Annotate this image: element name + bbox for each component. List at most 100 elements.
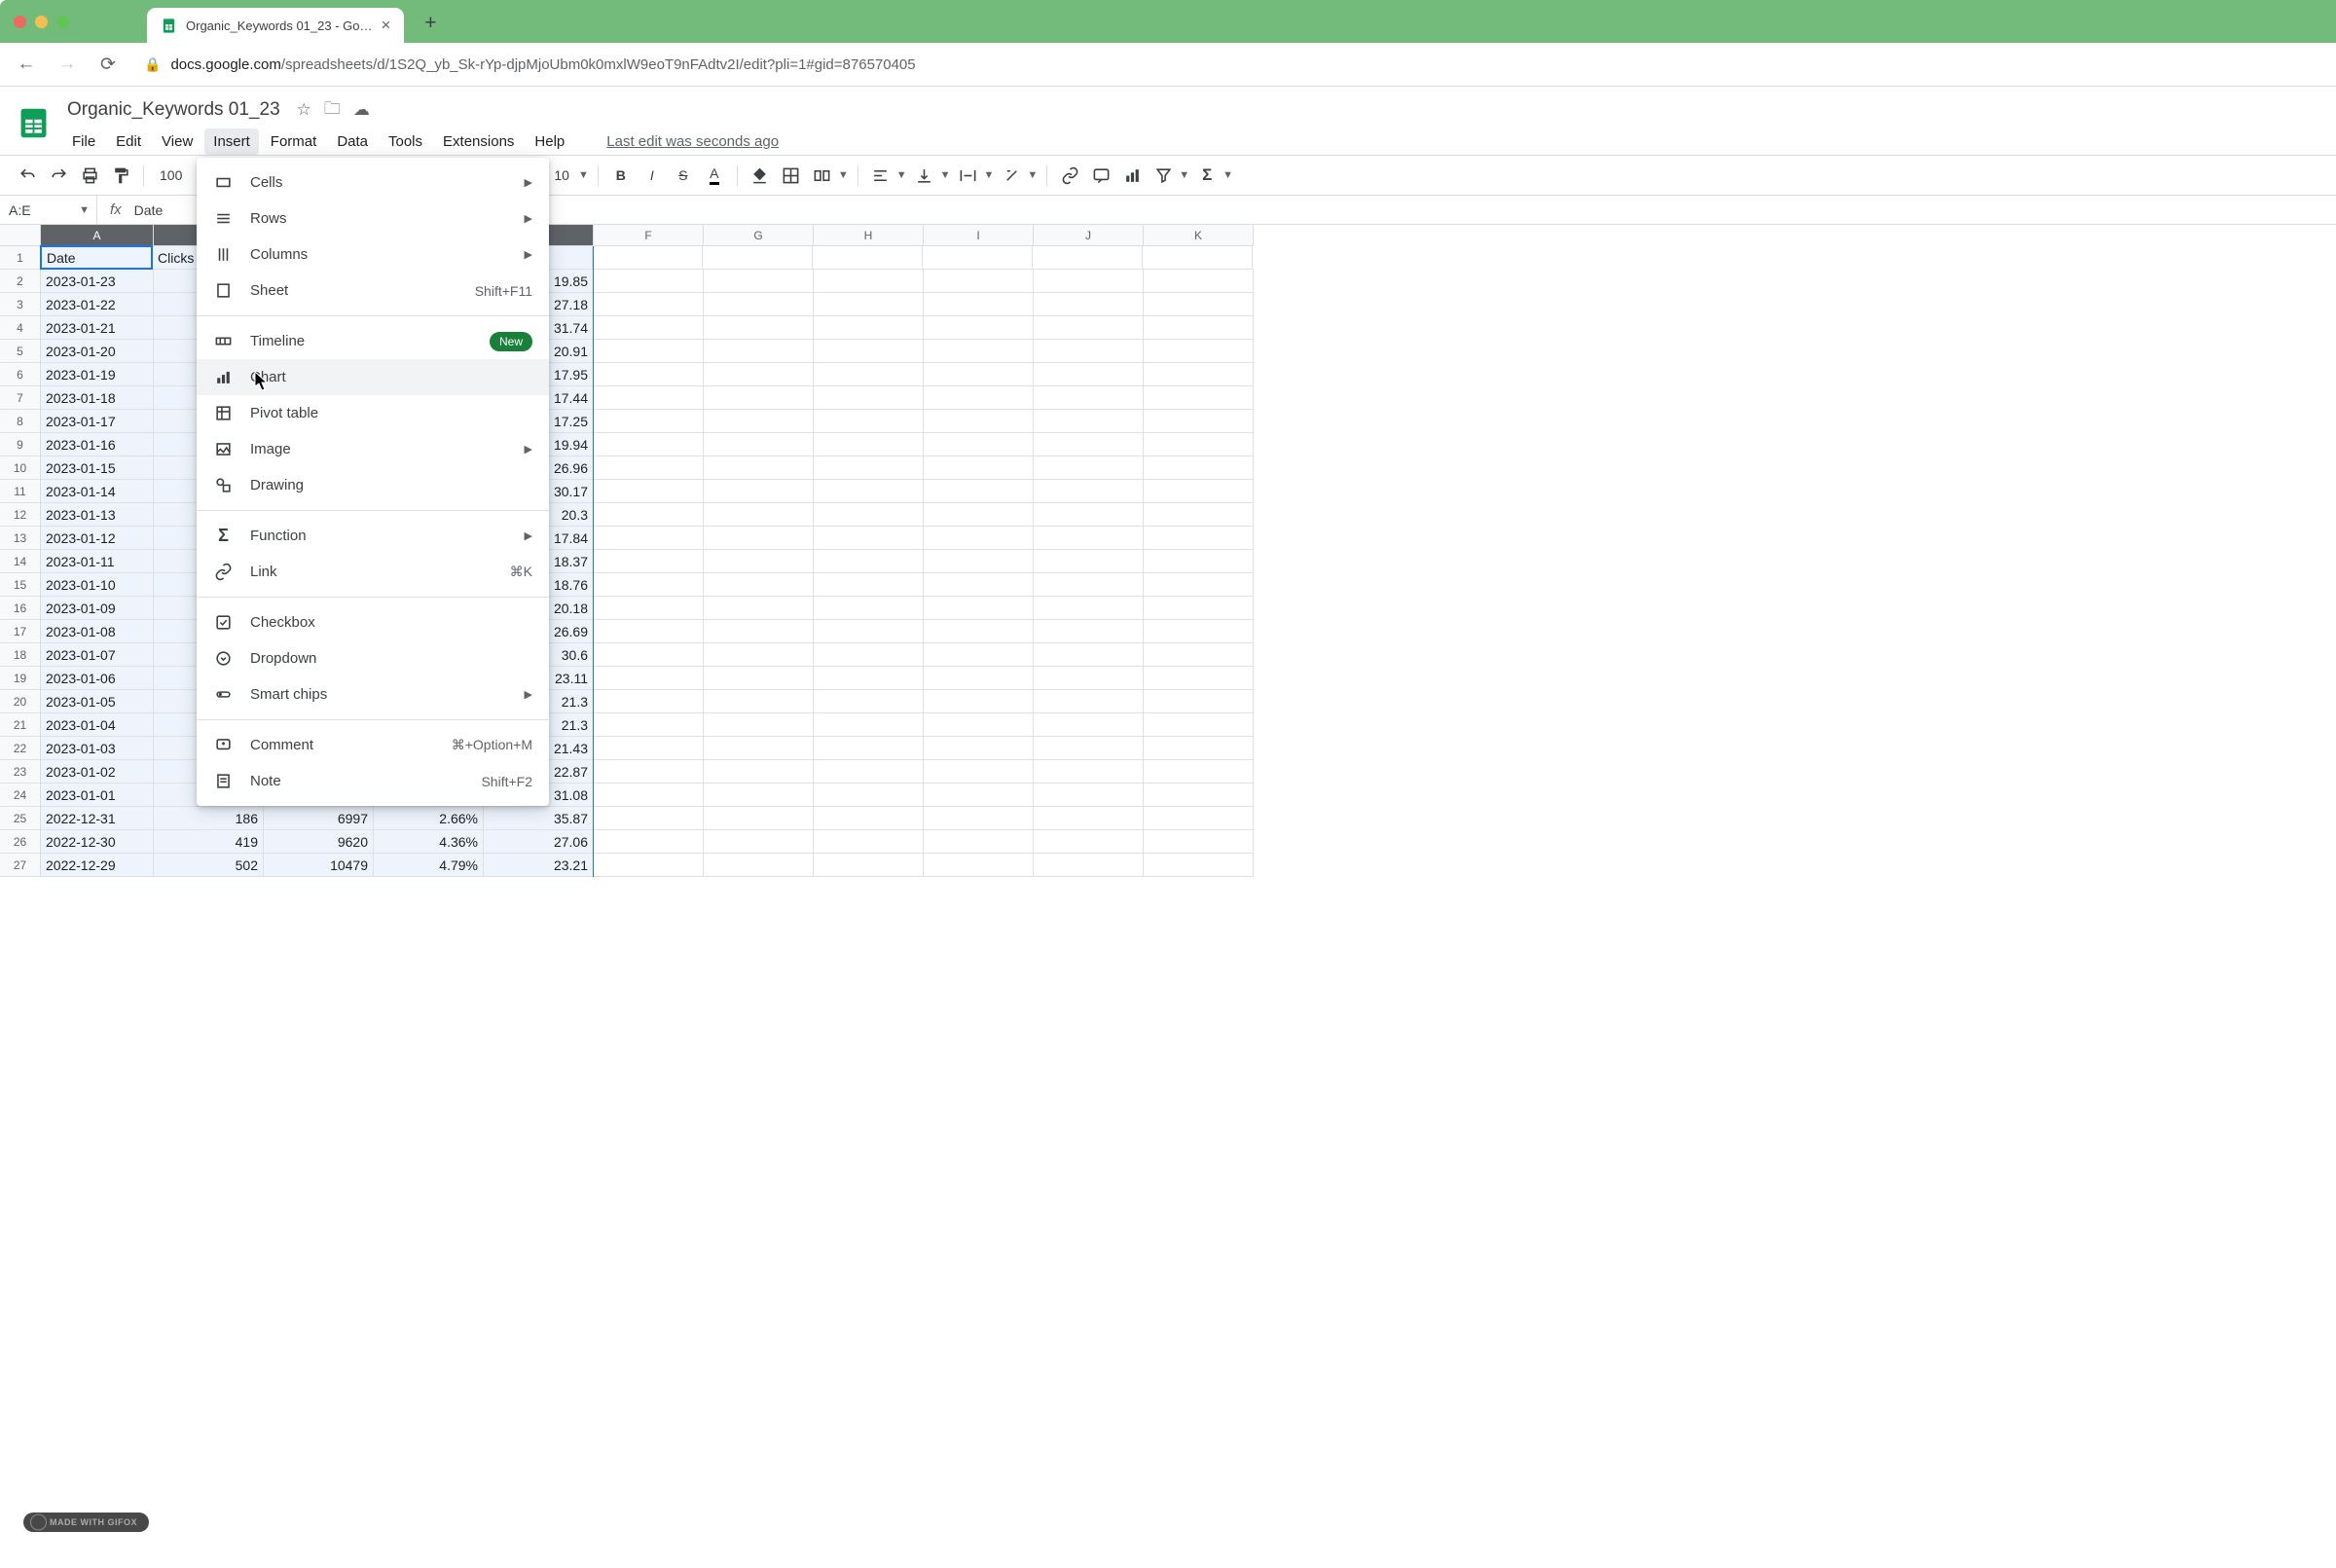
cell[interactable] <box>704 667 814 690</box>
cell[interactable] <box>1034 597 1144 620</box>
menu-item-image[interactable]: Image▶ <box>197 431 549 467</box>
fill-color-button[interactable] <box>747 162 774 189</box>
column-header-J[interactable]: J <box>1034 225 1144 245</box>
cell[interactable] <box>1144 713 1254 737</box>
row-number[interactable]: 18 <box>0 643 40 667</box>
cell[interactable]: 2023-01-20 <box>41 340 154 363</box>
cell[interactable]: 2023-01-21 <box>41 316 154 340</box>
move-icon[interactable]: 🗀 <box>324 96 341 125</box>
filter-button[interactable] <box>1150 162 1177 189</box>
cell[interactable] <box>814 386 924 410</box>
cell[interactable] <box>814 620 924 643</box>
cell[interactable] <box>814 550 924 573</box>
cell[interactable] <box>814 643 924 667</box>
cell[interactable]: 2022-12-29 <box>41 854 154 877</box>
cell[interactable] <box>594 830 704 854</box>
cell[interactable] <box>924 830 1034 854</box>
cell[interactable]: 2023-01-07 <box>41 643 154 667</box>
cell[interactable]: 2023-01-11 <box>41 550 154 573</box>
cell[interactable] <box>594 854 704 877</box>
cell[interactable] <box>1144 527 1254 550</box>
row-number[interactable]: 17 <box>0 620 40 643</box>
row-number[interactable]: 22 <box>0 737 40 760</box>
row-number[interactable]: 26 <box>0 830 40 854</box>
cell[interactable] <box>1034 293 1144 316</box>
merge-button[interactable] <box>809 162 836 189</box>
menu-view[interactable]: View <box>153 128 201 155</box>
cell[interactable] <box>704 713 814 737</box>
cell[interactable] <box>704 527 814 550</box>
cell[interactable] <box>594 316 704 340</box>
minimize-window-button[interactable] <box>35 16 48 28</box>
cell[interactable] <box>1144 737 1254 760</box>
cell[interactable] <box>704 410 814 433</box>
cell[interactable] <box>1034 620 1144 643</box>
font-size-select[interactable]: 10 <box>547 167 576 183</box>
cell[interactable] <box>1144 760 1254 784</box>
cell[interactable] <box>594 620 704 643</box>
cell[interactable] <box>1143 246 1253 270</box>
cell[interactable]: 2023-01-03 <box>41 737 154 760</box>
cell[interactable]: 419 <box>154 830 264 854</box>
cell[interactable]: 2023-01-08 <box>41 620 154 643</box>
cell[interactable] <box>1144 830 1254 854</box>
cell[interactable] <box>594 573 704 597</box>
menu-item-chart[interactable]: Chart <box>197 359 549 395</box>
cell[interactable] <box>594 643 704 667</box>
cell[interactable] <box>1144 410 1254 433</box>
cell[interactable] <box>1144 620 1254 643</box>
cell[interactable] <box>594 690 704 713</box>
cell[interactable] <box>704 386 814 410</box>
cell[interactable] <box>704 503 814 527</box>
cell[interactable]: 2022-12-31 <box>41 807 154 830</box>
cell[interactable] <box>704 830 814 854</box>
cell[interactable] <box>1144 270 1254 293</box>
cell[interactable] <box>593 246 703 270</box>
cell[interactable] <box>814 456 924 480</box>
menu-edit[interactable]: Edit <box>107 128 150 155</box>
cell[interactable]: 2023-01-01 <box>41 784 154 807</box>
cell[interactable] <box>704 316 814 340</box>
row-number[interactable]: 3 <box>0 293 40 316</box>
cell[interactable] <box>1034 550 1144 573</box>
cell[interactable] <box>1034 433 1144 456</box>
menu-file[interactable]: File <box>63 128 104 155</box>
menu-format[interactable]: Format <box>262 128 326 155</box>
cell[interactable] <box>704 807 814 830</box>
cell[interactable] <box>704 480 814 503</box>
menu-item-dropdown[interactable]: Dropdown <box>197 640 549 676</box>
cell[interactable] <box>704 854 814 877</box>
row-number[interactable]: 1 <box>0 246 40 270</box>
cell[interactable] <box>704 573 814 597</box>
cell[interactable] <box>594 270 704 293</box>
cell[interactable]: 2023-01-10 <box>41 573 154 597</box>
cell[interactable] <box>1144 456 1254 480</box>
menu-extensions[interactable]: Extensions <box>434 128 523 155</box>
row-number[interactable]: 19 <box>0 667 40 690</box>
cell[interactable] <box>704 784 814 807</box>
menu-item-pivot-table[interactable]: Pivot table <box>197 395 549 431</box>
close-window-button[interactable] <box>14 16 26 28</box>
cell[interactable] <box>814 573 924 597</box>
cell[interactable] <box>594 293 704 316</box>
cell[interactable] <box>1144 784 1254 807</box>
cell[interactable] <box>814 830 924 854</box>
cell[interactable] <box>924 713 1034 737</box>
cell[interactable]: 10479 <box>264 854 374 877</box>
row-number[interactable]: 6 <box>0 363 40 386</box>
menu-item-timeline[interactable]: TimelineNew <box>197 323 549 359</box>
menu-item-rows[interactable]: Rows▶ <box>197 201 549 237</box>
cell[interactable] <box>594 784 704 807</box>
cell[interactable]: 502 <box>154 854 264 877</box>
cell[interactable] <box>814 340 924 363</box>
row-number[interactable]: 25 <box>0 807 40 830</box>
cell[interactable] <box>1144 293 1254 316</box>
row-number[interactable]: 27 <box>0 854 40 877</box>
row-number[interactable]: 2 <box>0 270 40 293</box>
cell[interactable] <box>594 503 704 527</box>
column-header-G[interactable]: G <box>704 225 814 245</box>
cell[interactable] <box>924 527 1034 550</box>
wrap-button[interactable] <box>955 162 982 189</box>
cell[interactable] <box>924 503 1034 527</box>
row-number[interactable]: 4 <box>0 316 40 340</box>
